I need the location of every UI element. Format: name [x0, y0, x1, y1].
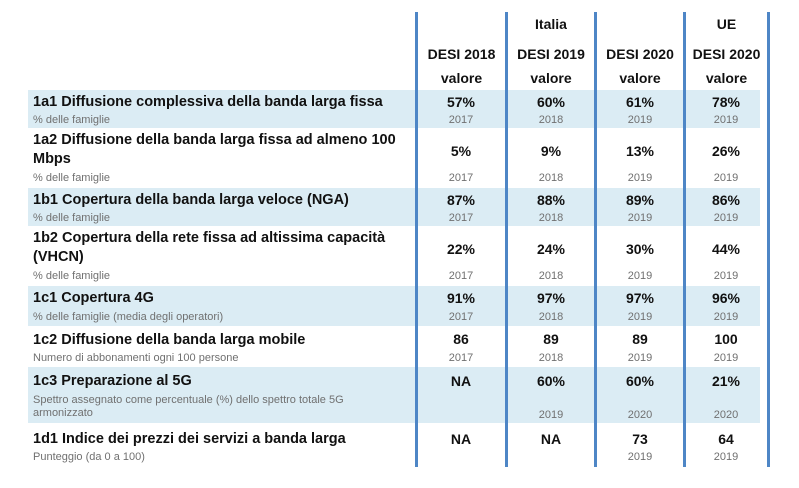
cell-year: 2019 — [627, 311, 653, 323]
cell-value: 64 — [718, 431, 734, 447]
cell-year: 2019 — [627, 352, 653, 364]
cell-year: 2019 — [713, 114, 739, 126]
row-sublabel: % delle famiglie — [33, 270, 111, 282]
row-label: 1b1 Copertura della banda larga veloce (… — [33, 192, 349, 208]
row-band-1c3 — [28, 367, 760, 423]
cell-year: 2019 — [627, 451, 653, 463]
row-sublabel: % delle famiglie — [33, 212, 111, 224]
cell-value: 89 — [543, 331, 559, 347]
cell-value: 60% — [536, 373, 566, 389]
cell-value: 86 — [453, 331, 469, 347]
row-sublabel: % delle famiglie — [33, 172, 111, 184]
cell-year: 2018 — [538, 114, 564, 126]
cell-year: 2019 — [627, 172, 653, 184]
cell-year: 2019 — [713, 172, 739, 184]
cell-year: 2017 — [448, 172, 474, 184]
cell-value: 97% — [536, 290, 566, 306]
row-sublabel: Punteggio (da 0 a 100) — [33, 451, 145, 463]
row-band-1c1 — [28, 286, 760, 326]
cell-value: 22% — [446, 241, 476, 257]
row-label: 1c2 Diffusione della banda larga mobile — [33, 332, 306, 348]
cell-value: 73 — [632, 431, 648, 447]
header-valore: valore — [705, 70, 748, 86]
cell-year: 2019 — [713, 270, 739, 282]
cell-value: 57% — [446, 94, 476, 110]
cell-value: 5% — [450, 143, 472, 159]
header-valore: valore — [440, 70, 483, 86]
cell-value: 89% — [625, 192, 655, 208]
cell-value: 21% — [711, 373, 741, 389]
cell-year: 2017 — [448, 311, 474, 323]
cell-value: 87% — [446, 192, 476, 208]
row-sublabel: Numero di abbonamenti ogni 100 persone — [33, 352, 239, 364]
row-label: 1a1 Diffusione complessiva della banda l… — [33, 94, 383, 110]
row-label: 1d1 Indice dei prezzi dei servizi a band… — [33, 431, 346, 447]
row-sublabel: % delle famiglie — [33, 114, 111, 126]
cell-year: 2017 — [448, 270, 474, 282]
column-divider — [594, 12, 597, 467]
cell-value: 44% — [711, 241, 741, 257]
row-label: 1c1 Copertura 4G — [33, 290, 154, 306]
cell-year: 2019 — [627, 114, 653, 126]
cell-value: 97% — [625, 290, 655, 306]
header-desi-2018: DESI 2018 — [427, 46, 496, 62]
cell-value: NA — [450, 373, 472, 389]
column-divider — [767, 12, 770, 467]
column-divider — [415, 12, 418, 467]
cell-year: 2017 — [448, 114, 474, 126]
column-divider — [683, 12, 686, 467]
cell-value: 91% — [446, 290, 476, 306]
cell-year: 2019 — [713, 451, 739, 463]
header-desi-2020-ue: DESI 2020 — [692, 46, 761, 62]
cell-value: 88% — [536, 192, 566, 208]
cell-year: 2019 — [713, 212, 739, 224]
cell-value: NA — [450, 431, 472, 447]
cell-value: 86% — [711, 192, 741, 208]
cell-value: NA — [540, 431, 562, 447]
header-desi-2019: DESI 2019 — [517, 46, 585, 62]
cell-value: 78% — [711, 94, 741, 110]
cell-value: 96% — [711, 290, 741, 306]
cell-year: 2019 — [538, 409, 564, 421]
cell-value: 24% — [536, 241, 566, 257]
cell-value: 61% — [625, 94, 655, 110]
cell-year: 2019 — [627, 212, 653, 224]
cell-year: 2020 — [627, 409, 653, 421]
cell-year: 2018 — [538, 172, 564, 184]
cell-value: 60% — [625, 373, 655, 389]
row-label: 1a2 Diffusione della banda larga fissa a… — [33, 132, 396, 167]
cell-year: 2019 — [713, 352, 739, 364]
cell-year: 2018 — [538, 311, 564, 323]
cell-value: 89 — [632, 331, 648, 347]
header-valore: valore — [619, 70, 661, 86]
cell-value: 9% — [540, 143, 562, 159]
header-italia: Italia — [535, 16, 567, 32]
cell-year: 2018 — [538, 352, 564, 364]
cell-year: 2019 — [627, 270, 653, 282]
column-divider — [505, 12, 508, 467]
cell-year: 2017 — [448, 352, 474, 364]
header-valore: valore — [530, 70, 572, 86]
row-sublabel: % delle famiglie (media degli operatori) — [33, 311, 224, 323]
cell-value: 100 — [714, 331, 738, 347]
row-label: 1b2 Copertura della rete fissa ad altiss… — [33, 230, 386, 265]
cell-year: 2019 — [713, 311, 739, 323]
row-label: 1c3 Preparazione al 5G — [33, 373, 192, 389]
cell-year: 2020 — [713, 409, 739, 421]
cell-value: 26% — [711, 143, 741, 159]
row-band-1a1 — [28, 90, 760, 128]
cell-value: 13% — [625, 143, 655, 159]
cell-value: 60% — [536, 94, 566, 110]
cell-year: 2018 — [538, 270, 564, 282]
row-band-1b1 — [28, 188, 760, 226]
cell-value: 30% — [625, 241, 655, 257]
cell-year: 2018 — [538, 212, 564, 224]
cell-year: 2017 — [448, 212, 474, 224]
header-ue: UE — [716, 16, 737, 32]
header-desi-2020-it: DESI 2020 — [606, 46, 674, 62]
row-sublabel: Spettro assegnato come percentuale (%) d… — [33, 394, 344, 419]
